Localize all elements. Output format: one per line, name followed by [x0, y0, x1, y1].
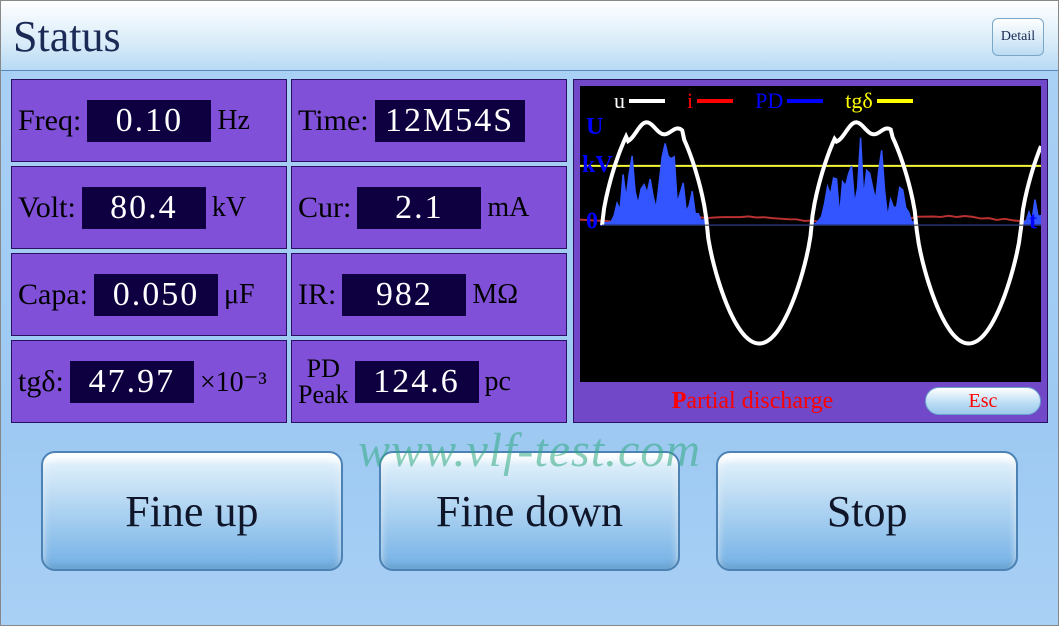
legend-i: i: [687, 88, 733, 114]
detail-button[interactable]: Detail: [992, 18, 1044, 56]
legend-pd-line: [787, 99, 823, 103]
freq-label: Freq:: [18, 104, 81, 138]
freq-unit: Hz: [217, 105, 250, 137]
time-label: Time:: [298, 104, 369, 138]
fine-down-button[interactable]: Fine down: [379, 451, 681, 571]
time-cell: Time: 12M54S: [291, 79, 567, 162]
partial-discharge-label: Partial discharge: [580, 388, 925, 415]
volt-unit: kV: [212, 192, 246, 224]
y-axis-unit: kV: [582, 152, 613, 179]
oscilloscope-panel: u i PD tgδ U: [573, 79, 1048, 423]
pdpeak-unit: pc: [485, 366, 511, 398]
cur-unit: mA: [487, 192, 529, 224]
tgd-cell: tgδ: 47.97 ×10⁻³: [11, 340, 287, 423]
ir-value: 982: [342, 274, 466, 316]
volt-cell: Volt: 80.4 kV: [11, 166, 287, 249]
pdpeak-label-top: PD: [307, 354, 340, 383]
legend-u-line: [629, 99, 665, 103]
oscilloscope-display: u i PD tgδ U: [580, 86, 1041, 382]
waveform-svg: [580, 86, 1041, 382]
pdpeak-label-bot: Peak: [298, 380, 349, 409]
pd-title-rest: artial discharge: [686, 388, 833, 414]
pdpeak-cell: PD Peak 124.6 pc: [291, 340, 567, 423]
ir-unit: MΩ: [472, 279, 518, 311]
time-value: 12M54S: [375, 100, 525, 142]
ir-label: IR:: [298, 278, 336, 312]
legend-u: u: [614, 88, 665, 114]
legend-tgd-line: [877, 99, 913, 103]
pdpeak-value: 124.6: [355, 361, 479, 403]
scope-legend: u i PD tgδ: [614, 88, 1031, 114]
volt-value: 80.4: [82, 187, 206, 229]
capa-unit: μF: [224, 279, 255, 311]
readings-grid: Freq: 0.10 Hz Time: 12M54S Volt: 80.4 kV…: [11, 79, 567, 423]
cur-value: 2.1: [357, 187, 481, 229]
tgd-label: tgδ:: [18, 365, 64, 399]
capa-value: 0.050: [94, 274, 218, 316]
fine-up-button[interactable]: Fine up: [41, 451, 343, 571]
cur-cell: Cur: 2.1 mA: [291, 166, 567, 249]
zero-label: 0: [586, 209, 598, 236]
capa-label: Capa:: [18, 278, 88, 312]
page-title: Status: [13, 11, 121, 62]
status-screen: Status Detail Freq: 0.10 Hz Time: 12M54S…: [0, 0, 1059, 626]
freq-cell: Freq: 0.10 Hz: [11, 79, 287, 162]
cur-label: Cur:: [298, 191, 351, 225]
capa-cell: Capa: 0.050 μF: [11, 253, 287, 336]
main-panels: Freq: 0.10 Hz Time: 12M54S Volt: 80.4 kV…: [1, 71, 1058, 427]
tgd-unit: ×10⁻³: [200, 365, 267, 399]
legend-i-line: [697, 99, 733, 103]
legend-tgd: tgδ: [845, 88, 912, 114]
volt-label: Volt:: [18, 191, 76, 225]
y-axis-title: U: [586, 114, 603, 141]
scope-footer: Partial discharge Esc: [580, 382, 1041, 416]
esc-button[interactable]: Esc: [925, 387, 1041, 415]
legend-pd: PD: [755, 88, 823, 114]
ir-cell: IR: 982 MΩ: [291, 253, 567, 336]
stop-button[interactable]: Stop: [716, 451, 1018, 571]
header-bar: Status Detail: [1, 1, 1058, 71]
button-row: Fine up Fine down Stop: [1, 427, 1058, 625]
pdpeak-label: PD Peak: [298, 356, 349, 408]
tgd-value: 47.97: [70, 361, 194, 403]
freq-value: 0.10: [87, 100, 211, 142]
x-axis-label: t: [1029, 209, 1037, 236]
